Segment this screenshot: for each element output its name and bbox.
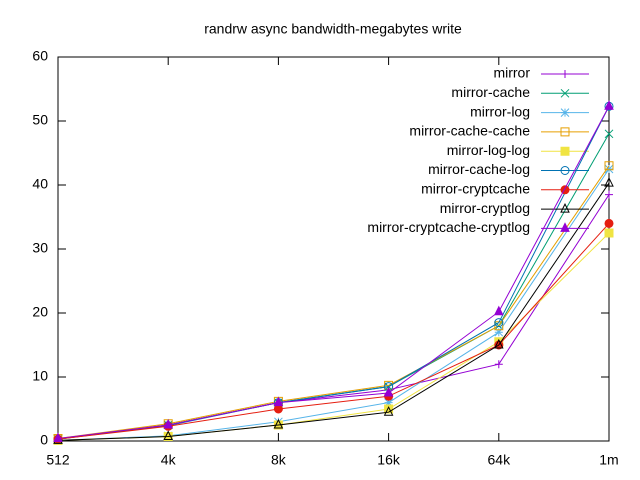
legend-label: mirror [493,65,530,81]
legend-marker [560,127,570,137]
legend-label: mirror-cryptcache-cryptlog [367,219,530,235]
chart-title: randrw async bandwidth-megabytes write [204,21,462,37]
legend-marker [560,146,570,156]
series-line [57,165,610,439]
point [604,129,614,139]
point [604,176,614,187]
legend-label: mirror-cryptlog [440,200,530,216]
point [493,338,504,349]
legend-label: mirror-log [470,103,530,119]
point [273,404,283,414]
y-tick-label: 20 [32,304,48,320]
series-line [57,182,610,441]
point [383,406,394,416]
legend-label: mirror-cryptcache [421,181,530,197]
y-tick-label: 50 [32,112,48,128]
point [53,432,63,442]
x-tick-label: 64k [488,452,512,468]
legend-marker [560,202,570,213]
point [604,164,614,174]
legend-label: mirror-cache-log [428,161,530,177]
legend-label: mirror-cache [451,84,530,100]
point [494,327,504,337]
point [163,418,174,429]
series-line [57,168,610,441]
legend-marker [560,108,570,117]
y-tick-label: 30 [32,240,48,256]
x-tick-label: 512 [46,452,70,468]
y-tick-label: 10 [32,368,48,384]
point [494,318,504,328]
point [163,430,174,441]
legend-marker [561,70,569,78]
point [383,386,394,397]
point [604,218,614,228]
point [494,321,504,331]
legend-label: mirror-log-log [447,142,530,158]
point [604,161,614,171]
point [604,100,614,110]
y-tick-label: 0 [40,432,48,448]
legend-marker [560,222,570,232]
point [494,360,503,369]
series-line [57,106,610,439]
x-tick-label: 16k [377,452,401,468]
point [273,396,284,407]
point [493,305,504,316]
y-tick-label: 60 [32,48,48,64]
y-tick-label: 40 [32,176,48,192]
x-tick-label: 4k [161,452,177,468]
legend-marker [560,166,570,175]
point [605,190,613,199]
series-line [57,223,610,440]
point [273,418,284,429]
legend-marker [560,88,570,98]
x-tick-label: 1m [599,452,618,468]
point [604,228,614,238]
x-tick-label: 8k [271,452,287,468]
series-line [57,106,610,440]
legend-label: mirror-cache-cache [409,123,530,139]
point [384,398,393,407]
